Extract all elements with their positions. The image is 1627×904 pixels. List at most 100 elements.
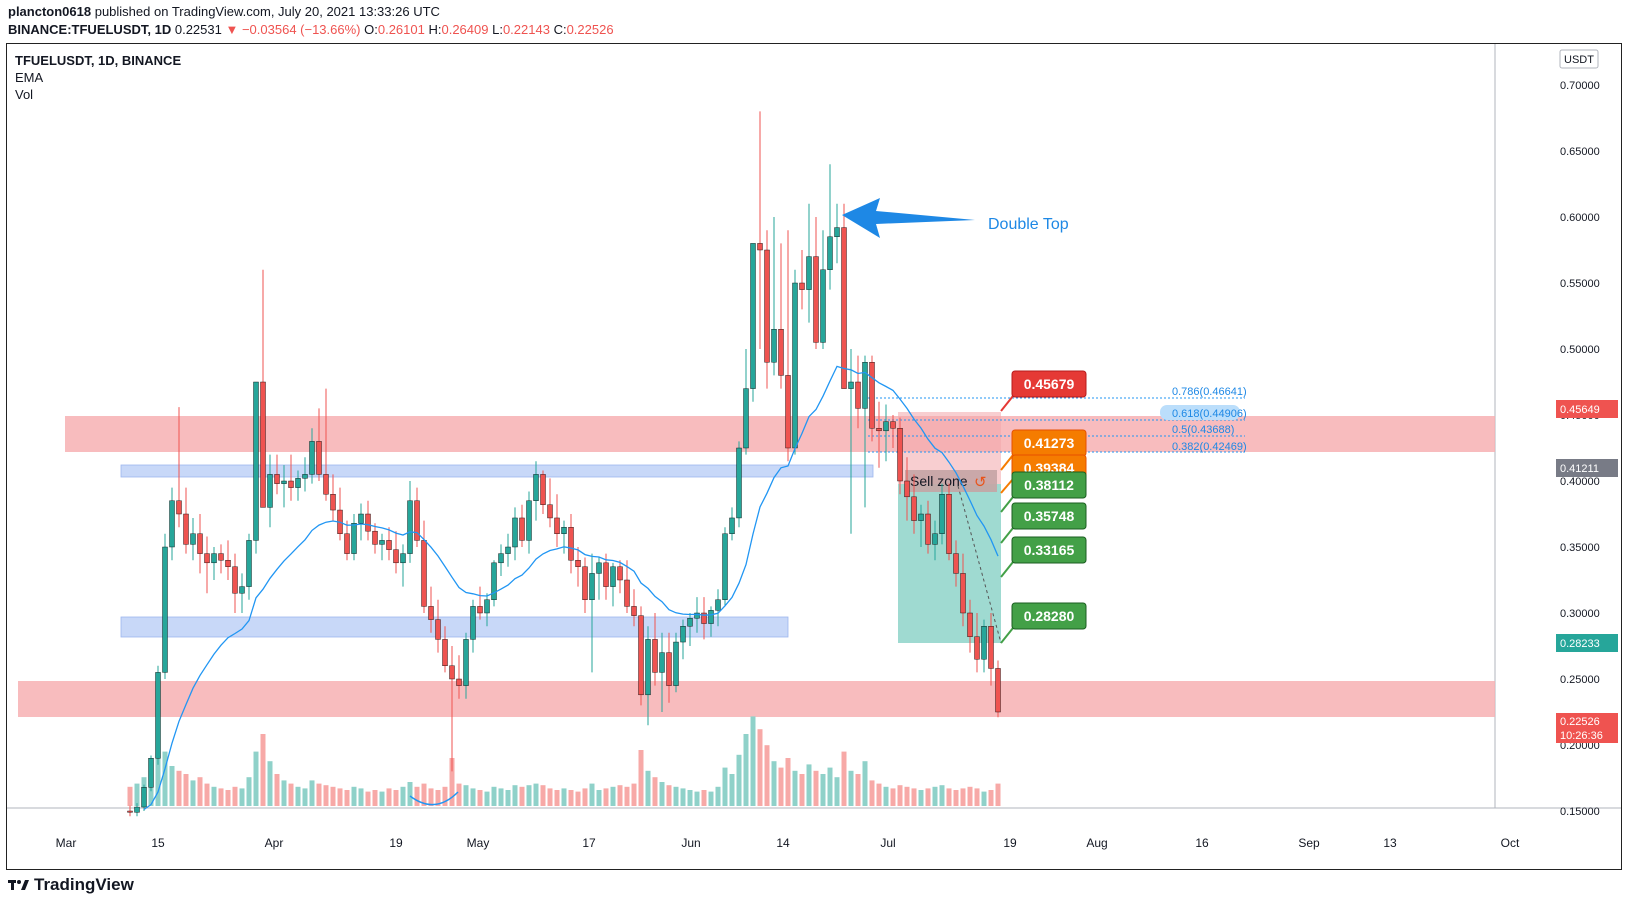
candle-body[interactable] — [491, 562, 497, 601]
candle-body[interactable] — [995, 668, 1001, 713]
candle-body[interactable] — [981, 626, 987, 660]
candle-body[interactable] — [897, 428, 903, 482]
candle-body[interactable] — [610, 566, 616, 587]
candle-body[interactable] — [379, 540, 385, 545]
support-zone-low[interactable] — [18, 681, 1495, 717]
candle-body[interactable] — [260, 381, 266, 508]
candle-body[interactable] — [330, 494, 336, 511]
candle-body[interactable] — [456, 678, 462, 686]
candle-body[interactable] — [393, 549, 399, 564]
candle-body[interactable] — [372, 530, 378, 545]
candle-body[interactable] — [400, 553, 406, 564]
candle-body[interactable] — [771, 329, 777, 363]
candle-body[interactable] — [498, 553, 504, 564]
candle-body[interactable] — [729, 517, 735, 535]
candle-body[interactable] — [883, 421, 889, 432]
candle-body[interactable] — [484, 599, 490, 614]
candle-body[interactable] — [631, 606, 637, 616]
candle-body[interactable] — [253, 381, 259, 541]
candle-body[interactable] — [519, 517, 525, 541]
tp1-label-box[interactable] — [1011, 471, 1087, 499]
candle-body[interactable] — [624, 579, 630, 607]
publisher-name[interactable]: plancton0618 — [8, 4, 92, 19]
candle-body[interactable] — [547, 504, 553, 519]
resistance-zone[interactable] — [65, 416, 1495, 452]
candle-body[interactable] — [316, 441, 322, 475]
trade-labels[interactable]: 0.45679 0.41273 0.39384 0.38112 0.35748 … — [1000, 370, 1087, 644]
candle-body[interactable] — [540, 474, 546, 505]
candle-body[interactable] — [792, 282, 798, 449]
candle-body[interactable] — [596, 562, 602, 574]
candle-body[interactable] — [841, 227, 847, 389]
candle-body[interactable] — [127, 810, 133, 813]
candle-body[interactable] — [239, 586, 245, 594]
candle-body[interactable] — [848, 381, 854, 389]
tp3-label-box[interactable] — [1011, 536, 1087, 564]
double-top-arrow-icon[interactable] — [842, 198, 975, 238]
candle-body[interactable] — [960, 573, 966, 614]
candle-body[interactable] — [463, 639, 469, 686]
candle-body[interactable] — [820, 269, 826, 343]
candle-body[interactable] — [365, 513, 371, 532]
candle-body[interactable] — [281, 480, 287, 484]
candle-body[interactable] — [939, 494, 945, 535]
candle-body[interactable] — [603, 562, 609, 587]
candle-body[interactable] — [162, 546, 168, 673]
candle-body[interactable] — [932, 533, 938, 545]
candle-body[interactable] — [890, 421, 896, 429]
candle-body[interactable] — [568, 527, 574, 561]
candle-body[interactable] — [715, 599, 721, 611]
candle-body[interactable] — [988, 626, 994, 669]
candle-body[interactable] — [421, 540, 427, 607]
tp2-label-box[interactable] — [1011, 502, 1087, 530]
candle-body[interactable] — [176, 500, 182, 515]
candle-body[interactable] — [414, 500, 420, 541]
currency-box[interactable] — [1559, 49, 1599, 69]
candle-body[interactable] — [407, 500, 413, 554]
candle-body[interactable] — [645, 639, 651, 696]
candle-body[interactable] — [218, 553, 224, 561]
candle-body[interactable] — [428, 606, 434, 620]
candle-body[interactable] — [148, 758, 154, 788]
candle-body[interactable] — [925, 513, 931, 545]
support-band-lower[interactable] — [120, 616, 789, 638]
candle-body[interactable] — [575, 560, 581, 568]
tp4-label-box[interactable] — [1011, 602, 1087, 630]
candle-body[interactable] — [666, 652, 672, 686]
candle-body[interactable] — [274, 474, 280, 484]
candle-body[interactable] — [589, 573, 595, 601]
candle-body[interactable] — [911, 496, 917, 521]
candle-body[interactable] — [204, 553, 210, 564]
candle-body[interactable] — [799, 282, 805, 290]
candle-body[interactable] — [554, 517, 560, 535]
candle-body[interactable] — [477, 606, 483, 614]
candle-body[interactable] — [183, 513, 189, 545]
candle-body[interactable] — [169, 500, 175, 548]
candle-body[interactable] — [953, 553, 959, 574]
candle-body[interactable] — [855, 381, 861, 409]
support-band-upper[interactable] — [120, 464, 874, 478]
legend-ema[interactable]: EMA — [15, 70, 44, 85]
candle-body[interactable] — [295, 478, 301, 488]
candle-body[interactable] — [736, 447, 742, 519]
candle-body[interactable] — [757, 243, 763, 251]
candle-body[interactable] — [687, 618, 693, 627]
candle-body[interactable] — [141, 787, 147, 808]
candle-body[interactable] — [190, 533, 196, 545]
candle-body[interactable] — [351, 523, 357, 554]
candle-body[interactable] — [302, 474, 308, 479]
candle-body[interactable] — [344, 533, 350, 554]
ema-line[interactable] — [143, 365, 999, 811]
candle-body[interactable] — [155, 672, 161, 759]
candle-body[interactable] — [876, 428, 882, 432]
candle-body[interactable] — [904, 480, 910, 498]
candle-body[interactable] — [708, 610, 714, 624]
candles[interactable] — [127, 111, 1001, 817]
candle-body[interactable] — [764, 249, 770, 363]
candle-body[interactable] — [533, 474, 539, 501]
candle-body[interactable] — [813, 256, 819, 343]
candle-body[interactable] — [638, 615, 644, 696]
candle-body[interactable] — [750, 243, 756, 389]
candle-body[interactable] — [442, 639, 448, 667]
